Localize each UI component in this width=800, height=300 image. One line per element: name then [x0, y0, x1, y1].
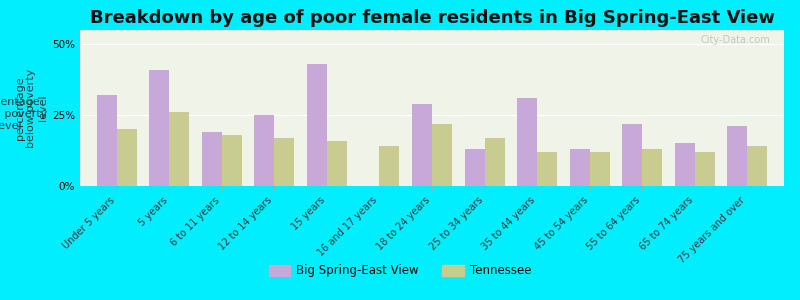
Bar — [517, 98, 537, 186]
Text: percentage
below poverty
level: percentage below poverty level — [0, 98, 48, 130]
Bar — [412, 104, 432, 186]
Bar — [254, 115, 274, 186]
Bar — [327, 141, 347, 186]
Bar — [97, 95, 117, 186]
Bar — [537, 152, 557, 186]
Legend: Big Spring-East View, Tennessee: Big Spring-East View, Tennessee — [264, 260, 536, 282]
Bar — [170, 112, 190, 186]
Bar — [485, 138, 505, 186]
Bar — [117, 129, 137, 186]
Y-axis label: percentage
below poverty
level: percentage below poverty level — [14, 68, 48, 148]
Bar — [432, 124, 452, 186]
Bar — [274, 138, 294, 186]
Bar — [222, 135, 242, 186]
Bar — [379, 146, 399, 186]
Title: Breakdown by age of poor female residents in Big Spring-East View: Breakdown by age of poor female resident… — [90, 9, 774, 27]
Bar — [150, 70, 170, 186]
Bar — [465, 149, 485, 186]
Bar — [674, 143, 694, 186]
Bar — [642, 149, 662, 186]
Bar — [727, 126, 747, 186]
Bar — [590, 152, 610, 186]
Bar — [747, 146, 767, 186]
Bar — [570, 149, 590, 186]
Bar — [202, 132, 222, 186]
Bar — [694, 152, 714, 186]
Text: City-Data.com: City-Data.com — [700, 35, 770, 45]
Bar — [307, 64, 327, 186]
Bar — [622, 124, 642, 186]
